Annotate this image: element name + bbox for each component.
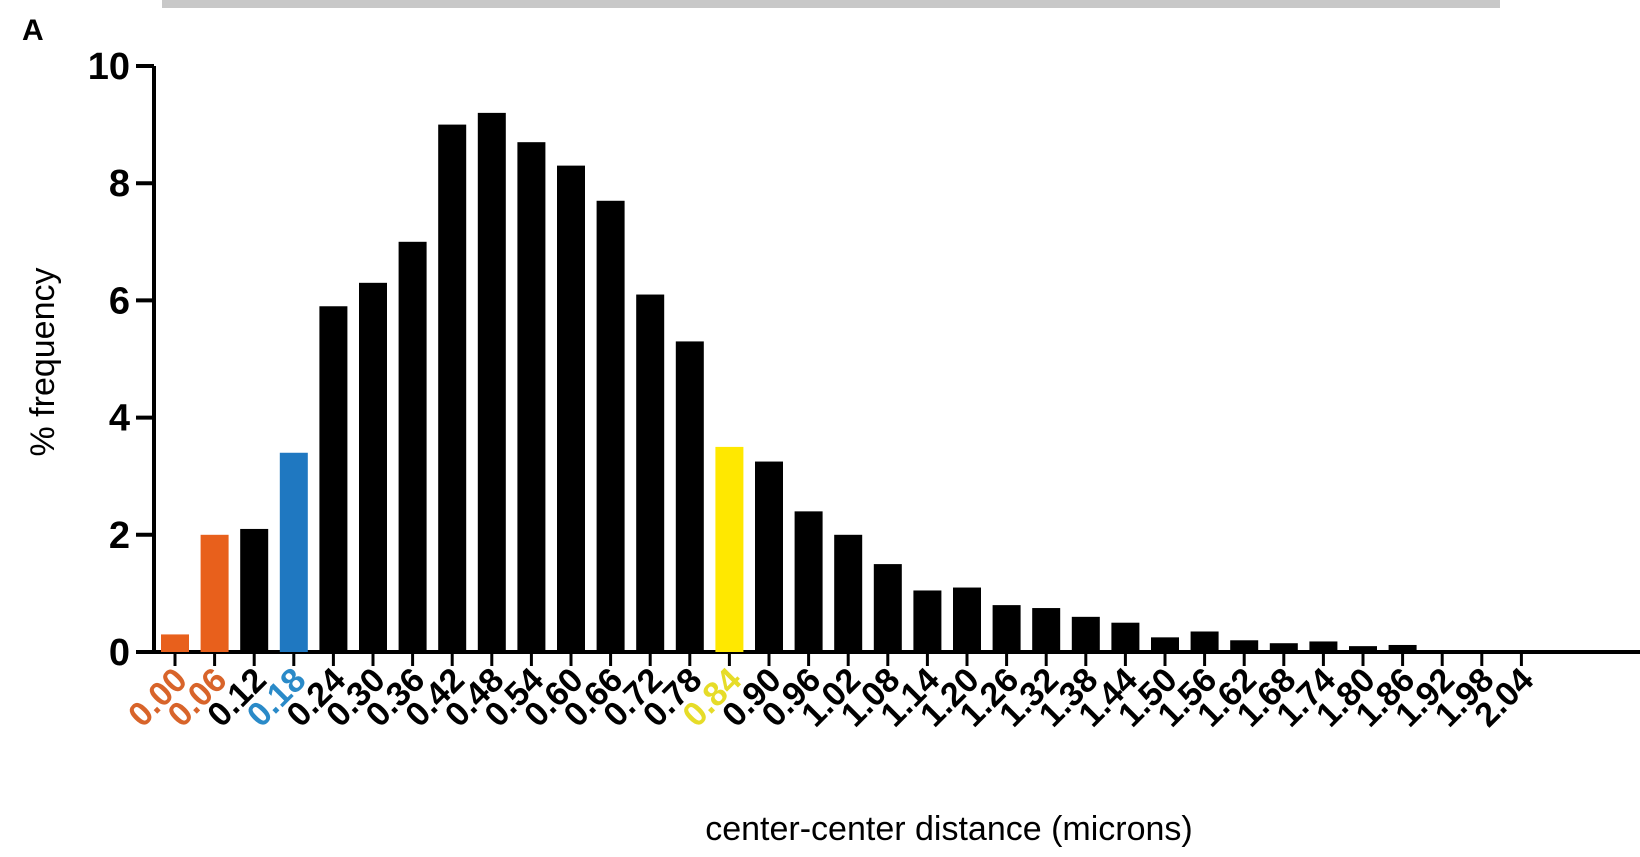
y-tick-label: 6 xyxy=(109,280,130,322)
bar xyxy=(517,142,546,652)
bar xyxy=(1269,643,1298,652)
bar xyxy=(1151,637,1179,652)
bar xyxy=(279,452,308,652)
bar xyxy=(715,446,744,652)
y-tick-label: 2 xyxy=(109,515,130,557)
bar xyxy=(200,534,229,652)
bar xyxy=(1071,616,1100,652)
bar xyxy=(1111,622,1140,652)
bar xyxy=(755,461,783,652)
y-tick-label: 0 xyxy=(109,632,130,674)
bar xyxy=(319,306,348,652)
y-axis-label: % frequency xyxy=(24,268,62,457)
bar xyxy=(1388,644,1417,652)
bars xyxy=(161,112,1417,653)
bar xyxy=(359,282,387,652)
bar xyxy=(913,590,942,652)
bar xyxy=(1230,640,1259,652)
panel-label: A xyxy=(22,14,44,47)
x-axis-label: center-center distance (microns) xyxy=(705,810,1193,848)
y-tick-label: 4 xyxy=(109,398,130,440)
y-axis: 0 2 4 6 8 10 xyxy=(88,46,156,674)
bar xyxy=(1349,646,1377,652)
bar xyxy=(1190,631,1219,652)
bar xyxy=(675,341,704,652)
bar xyxy=(953,587,981,652)
bar xyxy=(636,294,665,652)
bar xyxy=(398,241,427,653)
x-tick-labels: 0.000.060.120.180.240.300.360.420.480.54… xyxy=(121,661,1541,735)
bar xyxy=(992,605,1021,652)
x-axis xyxy=(152,650,1640,666)
top-divider-bar xyxy=(162,0,1500,8)
bar xyxy=(438,124,467,653)
bar xyxy=(161,634,189,652)
y-tick-label: 8 xyxy=(109,163,130,205)
bar xyxy=(1309,641,1338,652)
bar xyxy=(477,112,506,652)
bar xyxy=(557,165,585,652)
bar xyxy=(873,564,902,652)
bar xyxy=(834,534,863,652)
y-tick-label: 10 xyxy=(88,46,130,88)
bar xyxy=(240,528,269,652)
bar xyxy=(596,200,625,652)
bar xyxy=(1032,608,1061,652)
bar xyxy=(794,511,823,652)
